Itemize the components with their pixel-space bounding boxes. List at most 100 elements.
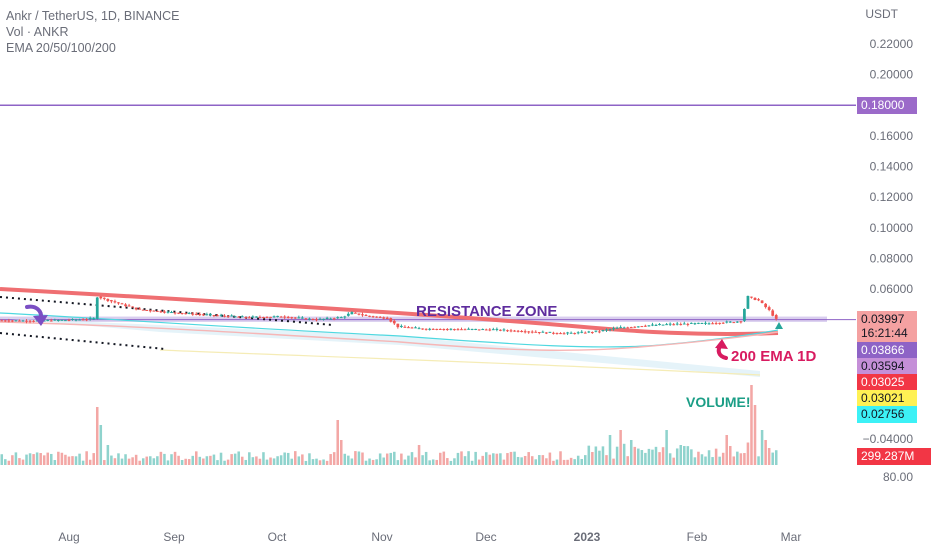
volume-bar	[516, 456, 520, 465]
candle-body	[205, 314, 209, 316]
candle-body	[329, 318, 333, 320]
legend-ema: EMA 20/50/100/200	[6, 41, 116, 55]
candle-body	[120, 303, 124, 305]
y-tick-label: 80.00	[883, 470, 913, 484]
volume-bar	[286, 452, 290, 465]
candle-body	[67, 320, 71, 322]
volume-bar	[658, 452, 661, 465]
candle-body	[325, 317, 329, 319]
ema-200-line	[0, 287, 779, 336]
volume-bar	[357, 451, 361, 465]
volume-bar	[290, 458, 294, 465]
candle-body	[682, 323, 686, 325]
volume-bar	[393, 451, 396, 465]
candle-body	[92, 318, 96, 320]
candle-body	[276, 315, 279, 317]
candle-body	[626, 327, 630, 329]
volume-bar	[60, 452, 64, 465]
x-axis: Aug Sep Oct Nov Dec 2023 Feb Mar	[58, 530, 801, 544]
candle-body	[262, 317, 265, 319]
volume-bar	[318, 460, 322, 465]
volume-bar	[569, 457, 573, 465]
volume-bar	[53, 460, 57, 465]
ema-lines	[0, 287, 779, 377]
volume-bar	[601, 446, 605, 465]
volume-bar	[721, 452, 725, 465]
candle-body	[258, 317, 262, 319]
candle-body	[124, 304, 127, 307]
candle-body	[145, 309, 149, 311]
volume-bar	[375, 459, 378, 465]
candle-body	[184, 313, 188, 315]
candle-body	[343, 316, 347, 318]
volume-bar	[74, 456, 78, 465]
legend-symbol: Ankr / TetherUS, 1D, BINANCE	[6, 9, 180, 23]
volume-bar	[187, 459, 191, 465]
ema-yellow-line	[159, 349, 761, 376]
volume-bar	[760, 430, 764, 465]
y-tick-label: 0.06000	[870, 282, 914, 296]
volume-bar	[499, 453, 502, 465]
volume-bar	[456, 452, 460, 465]
volume-bar	[95, 407, 99, 465]
volume-bar	[530, 456, 534, 465]
candle-body	[194, 313, 198, 315]
candle-body	[180, 312, 184, 314]
candle-body	[173, 312, 177, 314]
candle-body	[481, 329, 485, 331]
volume-bar	[276, 456, 279, 465]
y-tick-label: 0.10000	[870, 221, 914, 235]
volume-bar	[131, 457, 134, 465]
candle-body	[438, 328, 442, 330]
volume-bar	[64, 454, 67, 465]
candle-body	[113, 301, 117, 303]
volume-bar	[233, 453, 237, 465]
volume-bar	[477, 459, 481, 465]
candle-body	[290, 317, 294, 319]
volume-bar	[301, 454, 304, 465]
volume-bar	[198, 456, 202, 465]
legend-volume: Vol · ANKR	[6, 25, 69, 39]
candle-body	[665, 324, 668, 326]
volume-bar	[159, 451, 163, 465]
volume-bar	[145, 456, 149, 465]
candle-body	[746, 295, 750, 309]
candle-body	[95, 297, 99, 319]
volume-bar	[35, 452, 39, 465]
volume-bar	[488, 454, 492, 465]
volume-bar	[364, 460, 368, 465]
x-tick-label: Sep	[163, 530, 185, 544]
candle-body	[615, 327, 619, 329]
price-tag-last: 0.03997	[857, 311, 917, 328]
candle-body	[619, 327, 622, 329]
volume-bar	[697, 451, 700, 465]
volume-bar	[608, 435, 612, 465]
candle-body	[198, 314, 202, 316]
volume-bar	[88, 459, 92, 465]
volume-bar	[407, 455, 410, 465]
candle-body	[743, 309, 746, 321]
candle-body	[400, 325, 403, 327]
candle-body	[269, 316, 272, 318]
candle-body	[697, 322, 700, 324]
volume-bar	[707, 450, 711, 465]
volume-bar	[138, 460, 141, 465]
candle-body	[658, 324, 661, 326]
volume-bar	[311, 459, 315, 465]
candle-body	[491, 329, 495, 331]
volume-bar	[594, 446, 598, 465]
price-tag-level: 0.18000	[857, 97, 917, 114]
volume-bar	[767, 448, 771, 465]
candle-body	[318, 318, 322, 320]
candle-body	[488, 329, 492, 331]
volume-bar	[237, 451, 240, 465]
volume-bar	[141, 458, 145, 465]
candle-body	[346, 313, 350, 316]
volume-bar	[764, 440, 767, 465]
candle-body	[757, 299, 760, 301]
volume-bar	[527, 452, 530, 465]
candle-body	[166, 311, 170, 313]
candle-body	[414, 327, 417, 329]
volume-bar	[668, 453, 672, 465]
